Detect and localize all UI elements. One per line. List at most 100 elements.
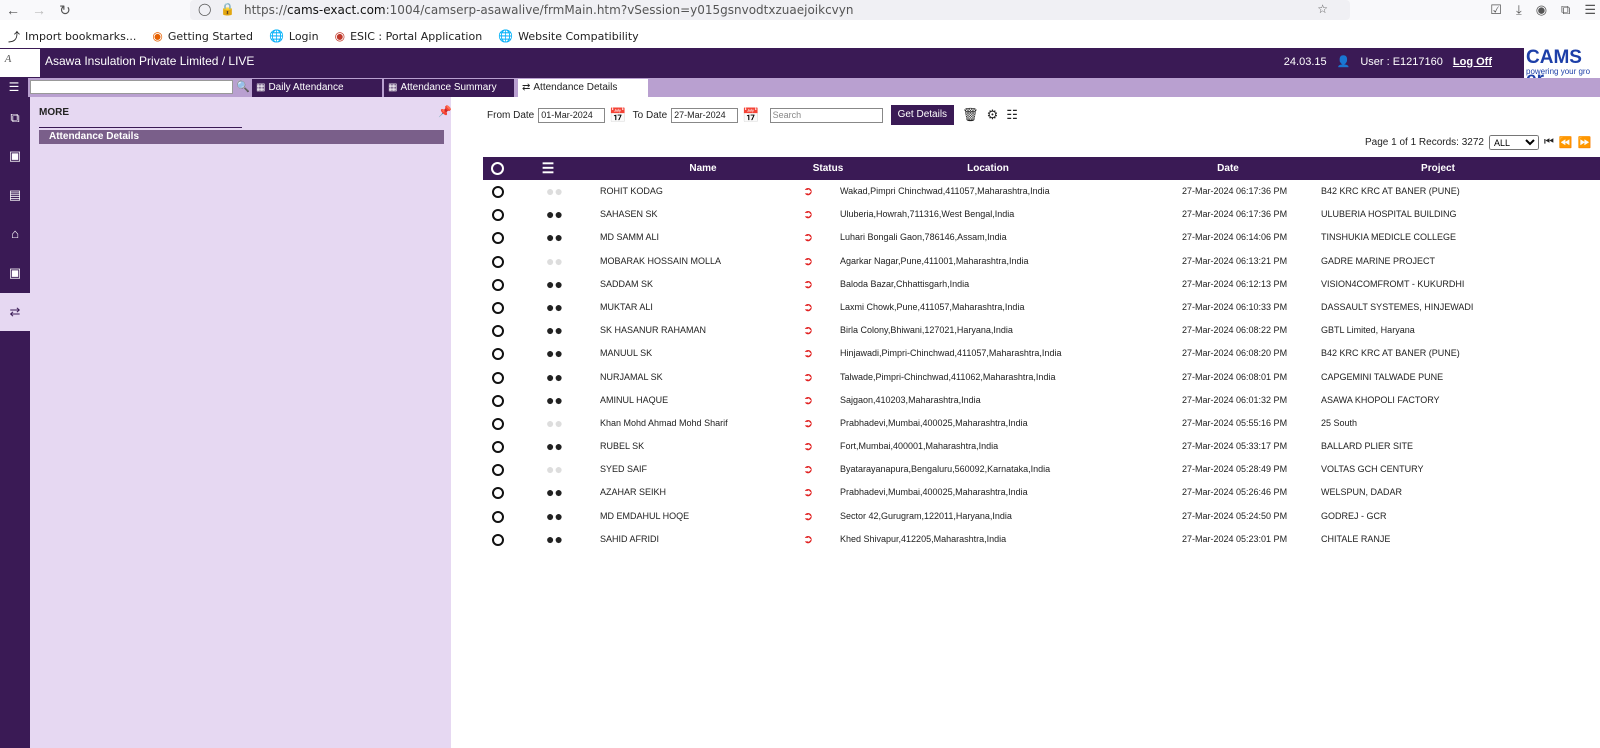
project-text: CHITALE RANJE bbox=[1321, 533, 1391, 544]
url-text: https://cams-exact.com:1004/camserp-asaw… bbox=[244, 3, 854, 17]
tab-daily-attendance[interactable]: ▦ Daily Attendance bbox=[252, 79, 382, 97]
extensions-icon[interactable]: ⧉ bbox=[1561, 2, 1571, 17]
row-select-radio[interactable] bbox=[492, 325, 504, 338]
row-select-radio[interactable] bbox=[492, 371, 504, 384]
column-header-status[interactable]: Status bbox=[812, 163, 844, 174]
menu-icon[interactable]: ☰ bbox=[1584, 2, 1596, 17]
select-all-radio[interactable] bbox=[491, 162, 504, 175]
search-icon[interactable]: 🔍 bbox=[236, 81, 250, 93]
column-menu-icon[interactable]: ☰ bbox=[541, 160, 555, 176]
row-select-radio[interactable] bbox=[492, 209, 504, 222]
column-header-project[interactable]: Project bbox=[1421, 163, 1455, 174]
table-row[interactable]: ●● SYED SAIF ➲ Byatarayanapura,Bengaluru,56… bbox=[483, 458, 1600, 481]
browser-toolbar: ← → ↻ ◯ 🔒 https://cams-exact.com:1004/ca… bbox=[0, 0, 1600, 20]
table-row[interactable]: ●● SAHASEN SK ➲ Uluberia,Howrah,711316,West… bbox=[483, 203, 1600, 226]
table-row[interactable]: ●● MD SAMM ALI ➲ Luhari Bongali Gaon,786146… bbox=[483, 226, 1600, 249]
employee-name: SK HASANUR RAHAMAN bbox=[600, 325, 707, 336]
project-text: BALLARD PLIER SITE bbox=[1321, 441, 1414, 452]
table-row[interactable]: ●● MUKTAR ALI ➲ Laxmi Chowk,Pune,411057,Mah… bbox=[483, 296, 1600, 319]
document-icon[interactable]: ▤ bbox=[8, 187, 22, 202]
row-select-radio[interactable] bbox=[492, 510, 504, 523]
row-select-radio[interactable] bbox=[492, 301, 504, 314]
table-row[interactable]: ●● NURJAMAL SK ➲ Talwade,Pimpri-Chinchwad,4… bbox=[483, 366, 1600, 389]
address-bar[interactable]: ◯ 🔒 https://cams-exact.com:1004/camserp-… bbox=[190, 0, 1350, 20]
row-select-radio[interactable] bbox=[492, 186, 504, 198]
row-select-radio[interactable] bbox=[492, 417, 504, 430]
account-icon[interactable]: ◉ bbox=[1535, 2, 1548, 17]
table-row[interactable]: ●● AZAHAR SEIKH ➲ Prabhadevi,Mumbai,400025,… bbox=[483, 481, 1600, 504]
trash-icon[interactable]: 🗑 bbox=[962, 107, 979, 122]
bookmark-import[interactable]: ⤴ Import bookmarks... bbox=[8, 29, 137, 44]
sign-out-icon: ➲ bbox=[803, 439, 814, 454]
calendar-icon[interactable]: 📅 bbox=[609, 106, 627, 123]
copy-icon[interactable]: ⧉ bbox=[10, 110, 20, 125]
row-select-radio[interactable] bbox=[492, 533, 504, 546]
logoff-link[interactable]: Log Off bbox=[1452, 55, 1492, 68]
row-select-radio[interactable] bbox=[492, 394, 504, 407]
search-input[interactable]: Search bbox=[769, 107, 883, 123]
row-select-radio[interactable] bbox=[492, 464, 504, 477]
tab-attendance-details[interactable]: ⇄ Attendance Details bbox=[518, 79, 648, 97]
row-select-radio[interactable] bbox=[492, 232, 504, 245]
shield-icon[interactable]: ◯ bbox=[198, 2, 212, 16]
home-icon[interactable]: ⌂ bbox=[11, 226, 19, 241]
bookmark-star-icon[interactable]: ☆ bbox=[1317, 2, 1328, 16]
bookmark-login[interactable]: 🌐 Login bbox=[268, 29, 319, 43]
employee-name: MOBARAK HOSSAIN MOLLA bbox=[600, 255, 722, 266]
table-row[interactable]: ●● MANUUL SK ➲ Hinjawadi,Pimpri-Chinchwad,4… bbox=[483, 342, 1600, 365]
table-row[interactable]: ●● MOBARAK HOSSAIN MOLLA ➲ Agarkar Nagar,Pu… bbox=[483, 250, 1600, 273]
row-select-radio[interactable] bbox=[492, 348, 504, 361]
get-details-button[interactable]: Get Details bbox=[890, 105, 955, 125]
table-row[interactable]: ●● SK HASANUR RAHAMAN ➲ Birla Colony,Bhiwan… bbox=[483, 319, 1600, 342]
page-size-select[interactable]: ALL bbox=[1488, 135, 1539, 150]
excel-export-icon[interactable]: ☷ bbox=[1006, 107, 1018, 122]
sidebar-item-attendance-details[interactable]: Attendance Details bbox=[39, 130, 444, 144]
sign-out-icon: ➲ bbox=[803, 184, 814, 198]
location-text: Agarkar Nagar,Pune,411001,Maharashtra,In… bbox=[840, 255, 1029, 266]
table-icon: ▦ bbox=[256, 82, 266, 93]
table-row[interactable]: ●● MD EMDAHUL HOQE ➲ Sector 42,Gurugram,122… bbox=[483, 505, 1600, 528]
lock-icon[interactable]: 🔒 bbox=[220, 2, 235, 16]
date-text: 27-Mar-2024 05:23:01 PM bbox=[1182, 533, 1288, 544]
column-header-location[interactable]: Location bbox=[967, 163, 1009, 174]
prev-page-icon[interactable]: ⏪ bbox=[1558, 137, 1573, 149]
row-select-radio[interactable] bbox=[492, 441, 504, 454]
reload-icon[interactable]: ↻ bbox=[59, 1, 71, 18]
group-icon: ●● bbox=[546, 206, 563, 223]
pin-icon[interactable]: 📌 bbox=[438, 106, 452, 118]
forward-icon[interactable]: → bbox=[32, 2, 46, 18]
row-select-radio[interactable] bbox=[492, 278, 504, 291]
project-text: VOLTAS GCH CENTURY bbox=[1321, 464, 1424, 475]
downloads-icon[interactable]: ⤓ bbox=[1515, 2, 1522, 17]
row-select-radio[interactable] bbox=[492, 255, 504, 268]
bookmark-getting-started[interactable]: ◉ Getting Started bbox=[152, 29, 253, 43]
table-row[interactable]: ●● Khan Mohd Ahmad Mohd Sharif ➲ Prabhadevi… bbox=[483, 412, 1600, 435]
calendar-icon[interactable]: 📅 bbox=[742, 106, 760, 123]
book-icon[interactable]: ▣ bbox=[8, 265, 22, 280]
back-icon[interactable]: ← bbox=[6, 2, 20, 18]
first-page-icon[interactable]: ⏮ bbox=[1543, 136, 1554, 148]
bookmark-esic[interactable]: ◉ ESIC : Portal Application bbox=[334, 29, 483, 43]
table-row[interactable]: ●● SADDAM SK ➲ Baloda Bazar,Chhattisgarh,In… bbox=[483, 273, 1600, 296]
column-header-name[interactable]: Name bbox=[689, 163, 717, 174]
row-select-radio[interactable] bbox=[492, 487, 504, 500]
to-date-input[interactable]: 27-Mar-2024 bbox=[671, 107, 739, 123]
sidebar-search-input[interactable] bbox=[30, 80, 233, 94]
from-date-input[interactable]: 01-Mar-2024 bbox=[538, 107, 606, 123]
tab-attendance-summary[interactable]: ▦ Attendance Summary bbox=[384, 79, 514, 97]
sign-out-icon: ➲ bbox=[803, 253, 814, 268]
pocket-icon[interactable]: ☑ bbox=[1490, 2, 1502, 17]
bookmarks-bar: ⤴ Import bookmarks... ◉ Getting Started 🌐 L… bbox=[0, 25, 1600, 47]
table-row[interactable]: ●● AMINUL HAQUE ➲ Sajgaon,410203,Maharashtr… bbox=[483, 389, 1600, 412]
table-row[interactable]: ●● RUBEL SK ➲ Fort,Mumbai,400001,Maharashtr… bbox=[483, 435, 1600, 458]
next-page-icon[interactable]: ⏩ bbox=[1577, 137, 1592, 149]
side-panel-title: MORE bbox=[39, 107, 69, 118]
book-icon[interactable]: ▣ bbox=[8, 148, 22, 163]
column-header-date[interactable]: Date bbox=[1217, 163, 1239, 174]
table-row[interactable]: ●● SAHID AFRIDI ➲ Khed Shivapur,412205,Maha… bbox=[483, 528, 1600, 551]
table-row[interactable]: ●● ROHIT KODAG ➲ Wakad,Pimpri Chinchwad,411… bbox=[483, 180, 1600, 203]
bookmark-website-compatibility[interactable]: 🌐 Website Compatibility bbox=[498, 29, 639, 43]
exchange-icon[interactable]: ⇄ bbox=[0, 293, 30, 331]
settings-icon[interactable]: ⚙ bbox=[986, 107, 999, 122]
hamburger-menu-icon[interactable]: ☰ bbox=[0, 78, 28, 97]
